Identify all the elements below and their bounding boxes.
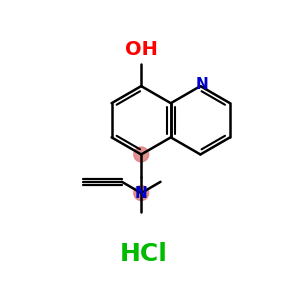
Circle shape bbox=[134, 147, 148, 162]
Circle shape bbox=[134, 186, 148, 200]
Text: HCl: HCl bbox=[120, 242, 168, 266]
Text: N: N bbox=[196, 77, 208, 92]
Text: N: N bbox=[135, 186, 148, 201]
Text: OH: OH bbox=[125, 40, 158, 59]
